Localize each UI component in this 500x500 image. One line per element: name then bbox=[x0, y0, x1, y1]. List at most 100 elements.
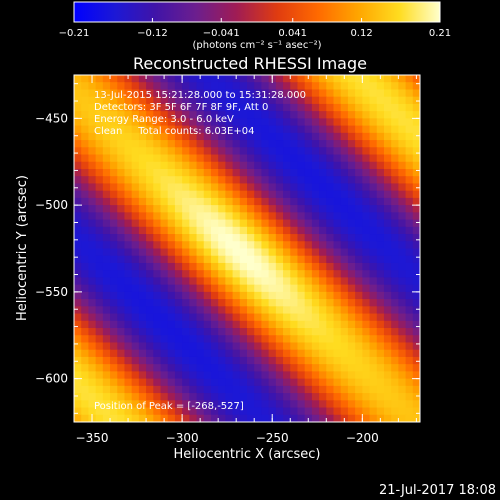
heatmap-cell bbox=[146, 118, 154, 127]
heatmap-cell bbox=[326, 82, 335, 91]
heatmap-cell bbox=[319, 364, 327, 372]
heatmap-cell bbox=[88, 255, 97, 264]
heatmap-cell bbox=[81, 118, 90, 127]
heatmap-cell bbox=[347, 118, 356, 127]
heatmap-cell bbox=[95, 140, 104, 148]
y-axis: −450−500−550−600 bbox=[35, 83, 420, 414]
heatmap-cell bbox=[81, 313, 90, 322]
heatmap-cell bbox=[74, 378, 82, 387]
heatmap-cell bbox=[412, 103, 420, 112]
heatmap-cell bbox=[182, 190, 190, 199]
heatmap-cell bbox=[254, 349, 263, 358]
heatmap-cell bbox=[203, 270, 212, 279]
heatmap-cell bbox=[131, 342, 140, 351]
heatmap-cell bbox=[174, 183, 183, 192]
heatmap-cell bbox=[117, 147, 126, 156]
heatmap-cell bbox=[333, 190, 342, 199]
heatmap-cell bbox=[383, 154, 392, 163]
heatmap-cell bbox=[196, 103, 205, 112]
heatmap-cell bbox=[355, 371, 363, 380]
heatmap-cell bbox=[74, 176, 82, 185]
heatmap-cell bbox=[225, 320, 234, 329]
heatmap-cell bbox=[311, 262, 320, 271]
heatmap-cell bbox=[398, 161, 407, 170]
heatmap-cell bbox=[196, 407, 205, 416]
heatmap-cell bbox=[362, 371, 371, 380]
heatmap-cell bbox=[283, 335, 291, 344]
heatmap-cell bbox=[297, 205, 306, 213]
heatmap-cell bbox=[254, 75, 263, 83]
heatmap-cell bbox=[196, 328, 205, 336]
heatmap-cell bbox=[311, 183, 320, 192]
heatmap-cell bbox=[254, 132, 263, 141]
heatmap-cell bbox=[146, 414, 154, 422]
heatmap-cell bbox=[254, 313, 263, 322]
heatmap-cell bbox=[182, 140, 190, 148]
heatmap-cell bbox=[319, 378, 327, 387]
heatmap-cell bbox=[398, 89, 407, 98]
heatmap-cell bbox=[232, 349, 241, 358]
heatmap-cell bbox=[131, 255, 140, 264]
heatmap-cell bbox=[160, 154, 169, 163]
heatmap-cell bbox=[311, 248, 320, 257]
heatmap-cell bbox=[225, 393, 234, 401]
heatmap-cell bbox=[117, 328, 126, 336]
heatmap-cell bbox=[232, 306, 241, 315]
heatmap-cell bbox=[369, 320, 378, 329]
colorbar-tick-label: 0.12 bbox=[350, 28, 372, 39]
heatmap-cell bbox=[261, 190, 270, 199]
heatmap-cell bbox=[319, 306, 327, 315]
heatmap-cell bbox=[146, 96, 154, 105]
heatmap-cell bbox=[218, 400, 226, 409]
heatmap-cell bbox=[311, 161, 320, 170]
heatmap-cell bbox=[160, 342, 169, 351]
heatmap-cell bbox=[239, 154, 248, 163]
heatmap-cell bbox=[182, 96, 190, 105]
heatmap-cell bbox=[333, 132, 342, 141]
heatmap-cell bbox=[124, 234, 133, 242]
heatmap-cell bbox=[304, 161, 313, 170]
colorbar-ticks: −0.21 −0.12 −0.041 0.041 0.12 0.21 bbox=[59, 18, 451, 39]
heatmap-cell bbox=[275, 335, 284, 344]
heatmap-cell bbox=[88, 248, 97, 257]
heatmap-cell bbox=[182, 183, 190, 192]
heatmap-cell bbox=[131, 190, 140, 199]
heatmap-cell bbox=[340, 154, 349, 163]
heatmap-cell bbox=[146, 197, 154, 206]
heatmap-cell bbox=[102, 248, 111, 257]
heatmap-cell bbox=[326, 125, 335, 134]
heatmap-cell bbox=[290, 75, 299, 83]
heatmap-cell bbox=[232, 190, 241, 199]
colorbar-tick-label: −0.21 bbox=[59, 28, 90, 39]
heatmap-cell bbox=[81, 306, 90, 315]
heatmap-cell bbox=[311, 414, 320, 422]
heatmap-cell bbox=[326, 147, 335, 156]
heatmap-cell bbox=[210, 400, 219, 409]
heatmap-cell bbox=[369, 219, 378, 228]
heatmap-cell bbox=[376, 270, 385, 279]
heatmap-cell bbox=[283, 197, 291, 206]
heatmap-cell bbox=[117, 320, 126, 329]
heatmap-cell bbox=[326, 154, 335, 163]
heatmap-cell bbox=[88, 270, 97, 279]
heatmap-cell bbox=[239, 349, 248, 358]
heatmap-cell bbox=[110, 385, 118, 394]
y-tick-label: −450 bbox=[35, 111, 68, 125]
heatmap-cell bbox=[275, 342, 284, 351]
heatmap-cell bbox=[160, 270, 169, 279]
heatmap-cell bbox=[189, 89, 198, 98]
heatmap-cell bbox=[319, 140, 327, 148]
heatmap-cell bbox=[376, 393, 385, 401]
heatmap-cell bbox=[138, 111, 147, 119]
heatmap-cell bbox=[333, 118, 342, 127]
heatmap-cell bbox=[167, 255, 176, 264]
heatmap-cell bbox=[218, 371, 226, 380]
heatmap-cell bbox=[153, 111, 162, 119]
heatmap-cell bbox=[347, 82, 356, 91]
heatmap-cell bbox=[254, 154, 263, 163]
heatmap-cell bbox=[355, 147, 363, 156]
heatmap-cell bbox=[160, 125, 169, 134]
heatmap-cell bbox=[218, 284, 226, 293]
heatmap-cell bbox=[391, 176, 399, 185]
heatmap-cell bbox=[153, 385, 162, 394]
